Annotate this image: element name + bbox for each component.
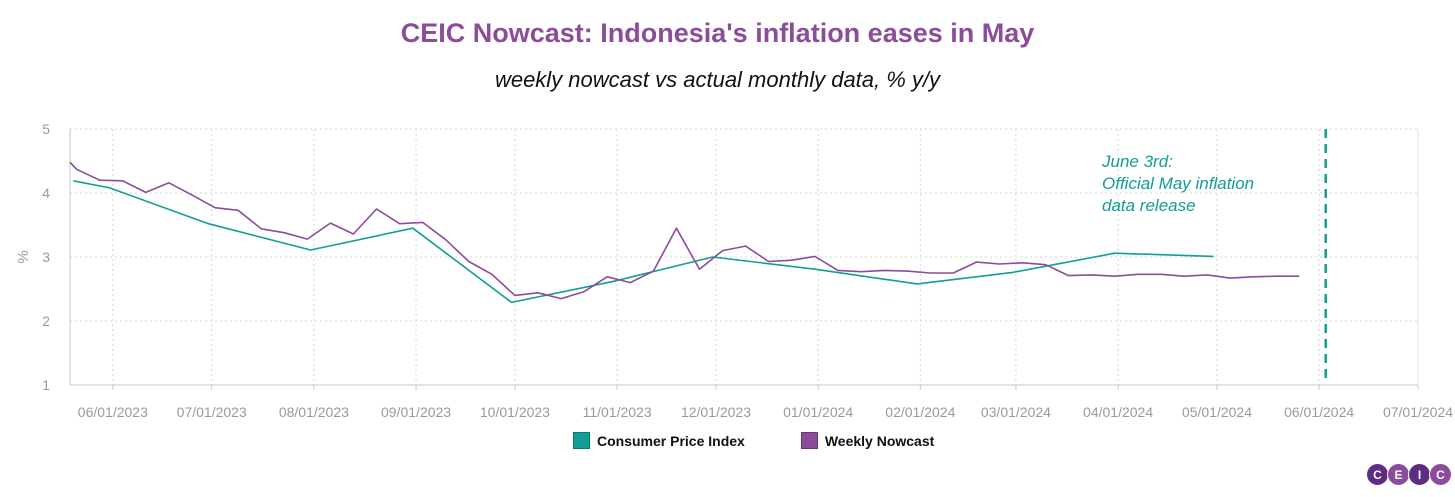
annotation-text: June 3rd:	[1101, 152, 1173, 171]
legend-label-nowcast: Weekly Nowcast	[824, 432, 935, 449]
logo-letter: C	[1429, 463, 1452, 486]
chart-subtitle: weekly nowcast vs actual monthly data, %…	[494, 67, 941, 92]
x-tick-label: 08/01/2023	[279, 404, 349, 420]
x-tick-label: 12/01/2023	[681, 404, 751, 420]
y-tick-label: 5	[42, 121, 50, 137]
x-tick-label: 04/01/2024	[1083, 404, 1153, 420]
x-tick-label: 06/01/2023	[78, 404, 148, 420]
logo-letter: I	[1408, 463, 1431, 486]
legend-item-cpi[interactable]: Consumer Price Index	[573, 432, 745, 449]
x-tick-label: 07/01/2023	[177, 404, 247, 420]
legend-swatch-nowcast	[800, 432, 818, 449]
legend: Consumer Price Index Weekly Nowcast	[573, 432, 934, 449]
x-tick-label: 09/01/2023	[381, 404, 451, 420]
legend-label-cpi: Consumer Price Index	[597, 432, 745, 449]
cpi-series-line	[73, 180, 1214, 304]
x-tick-label: 06/01/2024	[1284, 404, 1354, 420]
x-tick-label: 05/01/2024	[1182, 404, 1252, 420]
y-axis-label: %	[15, 250, 32, 263]
y-tick-label: 2	[42, 313, 50, 329]
legend-item-nowcast[interactable]: Weekly Nowcast	[800, 432, 935, 449]
annotation-text: Official May inflation	[1102, 174, 1254, 193]
y-tick-label: 1	[42, 377, 50, 393]
y-tick-label: 3	[42, 249, 50, 265]
annotation-text: data release	[1102, 196, 1196, 215]
nowcast-series-line	[69, 161, 1300, 300]
logo-letter: E	[1387, 463, 1410, 486]
x-tick-label: 03/01/2024	[981, 404, 1051, 420]
chart-title: CEIC Nowcast: Indonesia's inflation ease…	[400, 18, 1035, 48]
ceic-logo: C E I C	[1366, 463, 1452, 486]
x-tick-label: 07/01/2024	[1383, 404, 1453, 420]
x-tick-label: 11/01/2023	[583, 404, 652, 420]
legend-swatch-cpi	[573, 432, 590, 449]
y-tick-label: 4	[42, 185, 50, 201]
logo-letter: C	[1366, 463, 1389, 486]
x-tick-label: 01/01/2024	[783, 404, 853, 420]
x-tick-label: 10/01/2023	[480, 404, 550, 420]
x-tick-label: 02/01/2024	[885, 404, 955, 420]
